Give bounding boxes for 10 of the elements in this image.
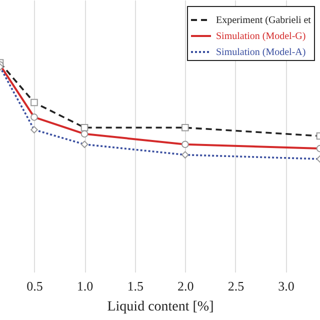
x-tick-label: 1.5 — [127, 278, 144, 294]
x-tick-label: 1.0 — [76, 278, 94, 294]
x-tick-label: 2.0 — [178, 278, 194, 294]
x-axis-title: Liquid content [%] — [107, 300, 214, 314]
x-tick-label: 3.0 — [278, 278, 294, 294]
x-tick-label: 0.5 — [26, 278, 43, 294]
x-tick-label: 2.5 — [228, 278, 244, 294]
legend-label: Experiment (Gabrieli et — [216, 15, 312, 26]
legend-label: Simulation (Model-A) — [216, 47, 306, 58]
legend-label: Simulation (Model-G) — [216, 31, 306, 42]
